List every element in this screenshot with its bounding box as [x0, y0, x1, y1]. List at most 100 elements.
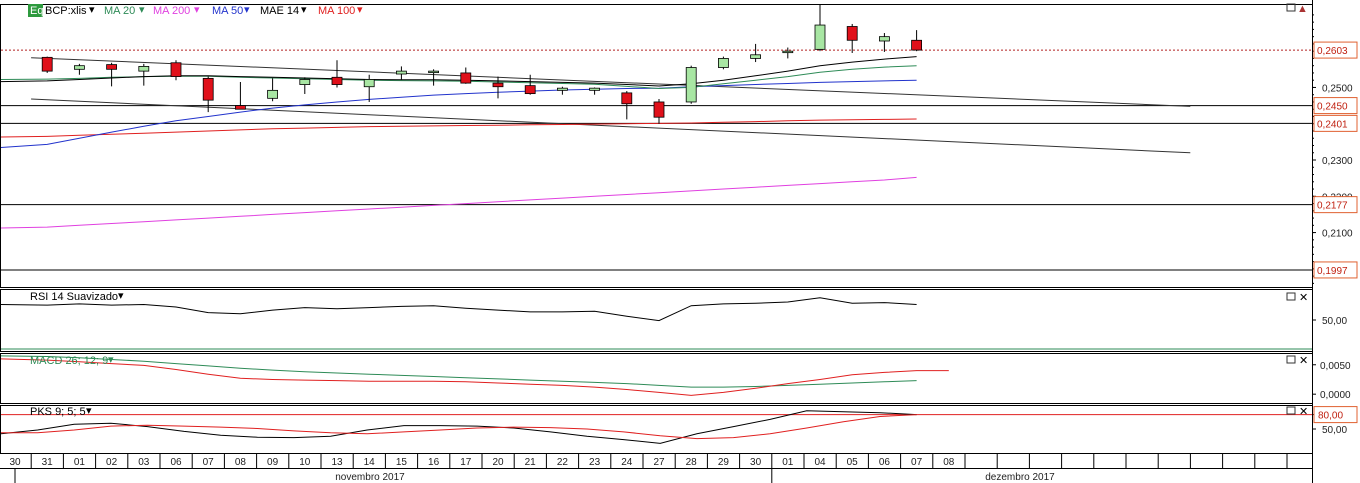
candle-body [718, 58, 729, 68]
ma100-dropdown-icon[interactable]: ▾ [357, 4, 363, 16]
date-label: 30 [750, 457, 762, 468]
date-label: 31 [42, 457, 54, 468]
pks-dropdown-icon[interactable]: ▾ [86, 405, 92, 417]
pks-legend: PKS 9; 5; 5 ▾ ✕ [30, 405, 1308, 418]
candle-body [621, 92, 633, 105]
date-label: 05 [847, 457, 859, 468]
close-icon[interactable]: ✕ [1299, 406, 1308, 418]
ma50-dropdown-icon[interactable]: ▾ [244, 4, 250, 16]
rsi-tick-label: 50,00 [1322, 316, 1347, 327]
maximize-icon[interactable] [1286, 355, 1296, 364]
pks-badge-bg [1313, 406, 1358, 424]
price-axis: 0,25000,23000,22000,21000,26030,24500,24… [1312, 14, 1358, 284]
macd-tick-label-1: 0,0000 [1320, 390, 1351, 401]
price-badge-bg-3 [1313, 196, 1358, 214]
month-label-dec: dezembro 2017 [985, 472, 1055, 483]
panel-frames [0, 0, 1313, 483]
ma200-dropdown-icon[interactable]: ▾ [194, 4, 200, 16]
candles[interactable] [41, 4, 922, 124]
candle-body [428, 70, 440, 74]
candle-body [782, 50, 794, 54]
date-label: 28 [686, 457, 698, 468]
pks-tick-label-1: 50,00 [1322, 425, 1347, 436]
panel-frame-3 [0, 405, 1313, 454]
date-label: 21 [525, 457, 537, 468]
price-tick-label-3: 0,2100 [1322, 229, 1353, 240]
close-icon[interactable]: ✕ [1299, 355, 1308, 367]
symbol-badge: Eq [30, 5, 43, 17]
price-tick-label-0: 0,2500 [1322, 83, 1353, 94]
legend-ma50[interactable]: MA 50 [212, 5, 243, 17]
candle-body [234, 105, 246, 110]
macd-signal-line [0, 355, 917, 388]
pks-label[interactable]: PKS 9; 5; 5 [30, 406, 86, 418]
candle-body [879, 36, 890, 42]
macd-pane: 0,0050 0,0000 [0, 355, 1351, 401]
date-label: 24 [621, 457, 633, 468]
pks-k-line [0, 410, 917, 444]
ma20-dropdown-icon[interactable]: ▾ [139, 4, 145, 16]
trendlines[interactable] [31, 57, 1191, 154]
date-label: 20 [492, 457, 504, 468]
date-label: 07 [911, 457, 923, 468]
rsi-dropdown-icon[interactable]: ▾ [118, 290, 124, 302]
close-icon[interactable]: ✕ [1299, 292, 1308, 304]
pks-d-line [1, 414, 917, 440]
panel-menu-icon[interactable]: ▲ [1297, 3, 1308, 15]
date-label: 14 [364, 457, 376, 468]
date-label: 07 [203, 457, 215, 468]
price-badge-bg-2 [1313, 114, 1358, 132]
date-label: 17 [460, 457, 472, 468]
symbol-badge-bg [28, 4, 43, 17]
candle-body [653, 101, 665, 118]
candle-body [363, 79, 375, 88]
symbol-label[interactable]: BCP:xlis [45, 5, 87, 17]
date-label: 30 [9, 457, 21, 468]
trendline-1 [31, 98, 1191, 154]
candle-body [492, 82, 504, 88]
date-label: 01 [74, 457, 86, 468]
candle-body [41, 56, 53, 72]
price-badge-2: 0,2401 [1317, 119, 1348, 130]
rsi-label[interactable]: RSI 14 Suavizado [30, 291, 118, 303]
rsi-line [0, 297, 917, 322]
maximize-icon[interactable] [1286, 292, 1296, 301]
candle-body [331, 76, 343, 85]
date-label: 02 [106, 457, 118, 468]
mae14-dropdown-icon[interactable]: ▾ [301, 4, 307, 16]
price-badge-bg-4 [1313, 261, 1358, 279]
month-label-nov: novembro 2017 [335, 472, 405, 483]
symbol-dropdown-icon[interactable]: ▾ [89, 4, 95, 16]
date-label: 10 [299, 457, 311, 468]
price-badge-bg-0 [1313, 41, 1358, 59]
candle-body [106, 64, 117, 70]
date-label: 16 [428, 457, 440, 468]
pks-tick-label-0: 80,00 [1318, 411, 1343, 422]
price-badge-4: 0,1997 [1317, 266, 1348, 277]
legend-mae14[interactable]: MAE 14 [260, 5, 299, 17]
date-label: 13 [331, 457, 343, 468]
macd-dropdown-icon[interactable]: ▾ [108, 354, 114, 366]
trendline-0 [31, 57, 1191, 107]
price-badge-3: 0,2177 [1317, 201, 1348, 212]
pks-pane: 80,00 50,00 [0, 406, 1358, 444]
candle-body [395, 70, 407, 75]
ma50-line [0, 79, 917, 148]
maximize-icon[interactable] [1286, 3, 1296, 12]
date-label: 06 [170, 457, 182, 468]
date-label: 09 [267, 457, 279, 468]
candle-body [202, 77, 214, 101]
candle-body [557, 87, 568, 91]
legend-ma100[interactable]: MA 100 [318, 5, 355, 17]
candle-body [911, 39, 922, 51]
candle-body [846, 26, 858, 41]
candle-body [524, 85, 536, 95]
price-panel-controls: ▲ [1286, 3, 1308, 15]
legend-ma20[interactable]: MA 20 [104, 5, 135, 17]
date-label: 29 [718, 457, 730, 468]
maximize-icon[interactable] [1286, 406, 1296, 415]
macd-label[interactable]: MACD 26; 12; 9 [30, 355, 108, 367]
legend-ma200[interactable]: MA 200 [153, 5, 190, 17]
candle-body [814, 24, 826, 50]
